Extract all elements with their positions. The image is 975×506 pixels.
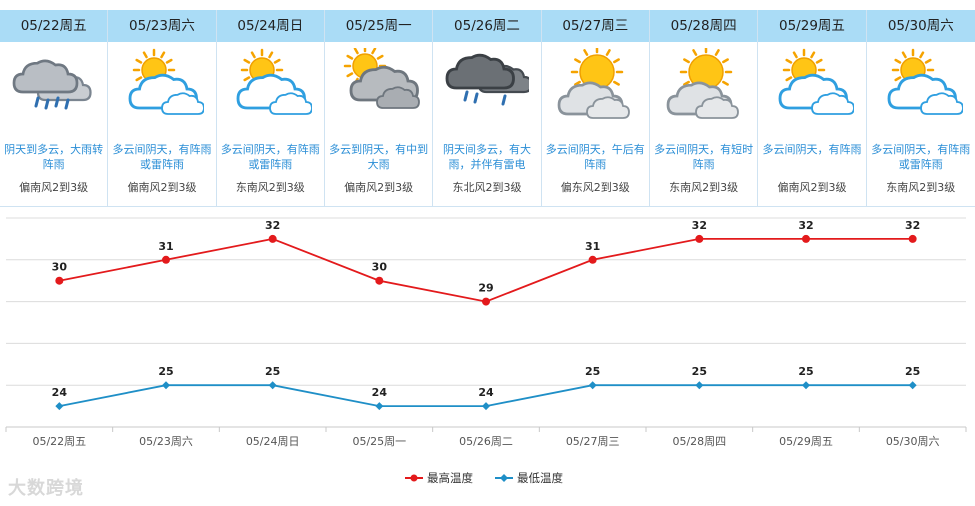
data-label: 25	[798, 365, 813, 378]
forecast-day: 05/27周三 多云间阴天，午后有阵雨 偏东风2到3级	[541, 10, 650, 206]
data-point	[908, 381, 917, 390]
forecast-strip: 05/22周五 阴天到多云，大雨转阵雨 偏南风2到3级 05/23周六 多云间阴…	[0, 10, 975, 206]
legend-marker	[500, 474, 508, 482]
weather-description: 多云间阴天，有阵雨或雷阵雨	[112, 143, 212, 171]
x-tick-label: 05/28周四	[672, 435, 726, 448]
partly-cloudy-icon	[758, 42, 865, 142]
data-label: 25	[692, 365, 707, 378]
partly-cloudy-icon	[867, 42, 975, 142]
data-point	[375, 276, 384, 285]
x-tick-label: 05/22周五	[32, 435, 86, 448]
wind-info: 东南风2到3级	[669, 181, 739, 194]
divider	[0, 206, 975, 207]
forecast-date: 05/22周五	[0, 10, 108, 42]
data-label: 25	[158, 365, 173, 378]
data-label: 24	[372, 386, 388, 399]
thunderstorm-icon	[433, 42, 540, 142]
forecast-day: 05/29周五 多云间阴天，有阵雨 偏南风2到3级	[758, 10, 867, 206]
data-point	[695, 234, 704, 243]
forecast-date: 05/27周三	[541, 10, 649, 42]
weather-description: 多云间阴天，午后有阵雨	[545, 143, 645, 171]
x-tick-label: 05/24周日	[246, 435, 300, 448]
forecast-day: 05/26周二 阴天间多云，有大雨，并伴有雷电 东北风2到3级	[433, 10, 542, 206]
forecast-day: 05/28周四 多云间阴天，有短时阵雨 东南风2到3级	[649, 10, 759, 206]
wind-info: 东南风2到3级	[235, 181, 305, 194]
partly-cloudy-icon	[108, 42, 215, 142]
data-label: 30	[52, 261, 68, 274]
weather-description: 多云间阴天，有阵雨	[762, 143, 862, 156]
wind-info: 东北风2到3级	[452, 181, 522, 194]
data-label: 25	[265, 365, 280, 378]
weather-description: 多云到阴天，有中到大雨	[329, 143, 429, 171]
data-point	[162, 255, 170, 264]
data-point	[55, 276, 64, 285]
x-tick-label: 05/29周五	[779, 435, 833, 448]
wind-info: 偏南风2到3级	[344, 181, 414, 194]
forecast-date: 05/30周六	[866, 10, 975, 42]
forecast-date: 05/24周日	[216, 10, 324, 42]
weather-description: 阴天到多云，大雨转阵雨	[4, 143, 104, 171]
data-point	[375, 402, 384, 411]
watermark: 大数跨境	[8, 478, 84, 499]
data-point	[268, 234, 277, 243]
wind-info: 偏南风2到3级	[19, 181, 89, 194]
legend-marker	[410, 474, 418, 482]
data-point	[802, 381, 810, 390]
partly-cloudy-icon	[217, 42, 324, 142]
forecast-date: 05/29周五	[758, 10, 866, 42]
data-point	[482, 402, 490, 411]
forecast-date: 05/26周二	[433, 10, 541, 42]
data-label: 30	[372, 261, 388, 274]
data-label: 32	[798, 219, 813, 232]
x-tick-label: 05/27周三	[566, 435, 620, 448]
forecast-day: 05/22周五 阴天到多云，大雨转阵雨 偏南风2到3级	[0, 10, 109, 206]
legend-label: 最高温度	[427, 471, 473, 485]
forecast-day: 05/23周六 多云间阴天，有阵雨或雷阵雨 偏南风2到3级	[108, 10, 217, 206]
data-point	[268, 381, 277, 390]
cloud-rain-icon	[0, 42, 107, 142]
weather-description: 多云间阴天，有阵雨或雷阵雨	[220, 143, 320, 171]
data-label: 31	[158, 240, 173, 253]
data-point	[908, 234, 917, 243]
forecast-date: 05/23周六	[108, 10, 216, 42]
data-point	[162, 381, 170, 390]
weather-description: 多云间阴天，有阵雨或雷阵雨	[871, 143, 971, 171]
data-label: 25	[905, 365, 920, 378]
forecast-date: 05/28周四	[649, 10, 758, 42]
data-point	[482, 297, 490, 306]
data-point	[802, 234, 810, 243]
data-label: 25	[585, 365, 600, 378]
data-label: 24	[478, 386, 494, 399]
forecast-day: 05/25周一 多云到阴天，有中到大雨 偏南风2到3级	[324, 10, 434, 206]
data-label: 32	[265, 219, 280, 232]
sun-cloud-icon	[542, 42, 649, 142]
data-point	[695, 381, 704, 390]
wind-info: 偏南风2到3级	[777, 181, 847, 194]
temperature-chart: 05/22周五 05/23周六 05/24周日 05/25周一 05/26周二 05/27…	[5, 217, 967, 485]
data-label: 31	[585, 240, 600, 253]
x-tick-label: 05/30周六	[886, 435, 940, 448]
data-point	[588, 255, 597, 264]
data-label: 32	[692, 219, 707, 232]
legend-label: 最低温度	[517, 471, 563, 485]
wind-info: 东南风2到3级	[886, 181, 956, 194]
cloudy-sun-icon	[325, 42, 432, 142]
sun-cloud-icon	[650, 42, 757, 142]
forecast-date: 05/25周一	[324, 10, 433, 42]
forecast-day: 05/30周六 多云间阴天，有阵雨或雷阵雨 东南风2到3级	[866, 10, 975, 206]
data-point	[588, 381, 597, 390]
weather-description: 阴天间多云，有大雨，并伴有雷电	[442, 143, 531, 171]
x-tick-label: 05/25周一	[352, 435, 406, 448]
wind-info: 偏南风2到3级	[127, 181, 197, 194]
weather-description: 多云间阴天，有短时阵雨	[654, 143, 754, 171]
wind-info: 偏东风2到3级	[560, 181, 630, 194]
data-label: 24	[52, 386, 68, 399]
data-label: 32	[905, 219, 920, 232]
x-tick-label: 05/26周二	[459, 435, 513, 448]
data-point	[55, 402, 64, 411]
data-label: 29	[478, 282, 493, 295]
forecast-day: 05/24周日 多云间阴天，有阵雨或雷阵雨 东南风2到3级	[216, 10, 325, 206]
x-tick-label: 05/23周六	[139, 435, 193, 448]
